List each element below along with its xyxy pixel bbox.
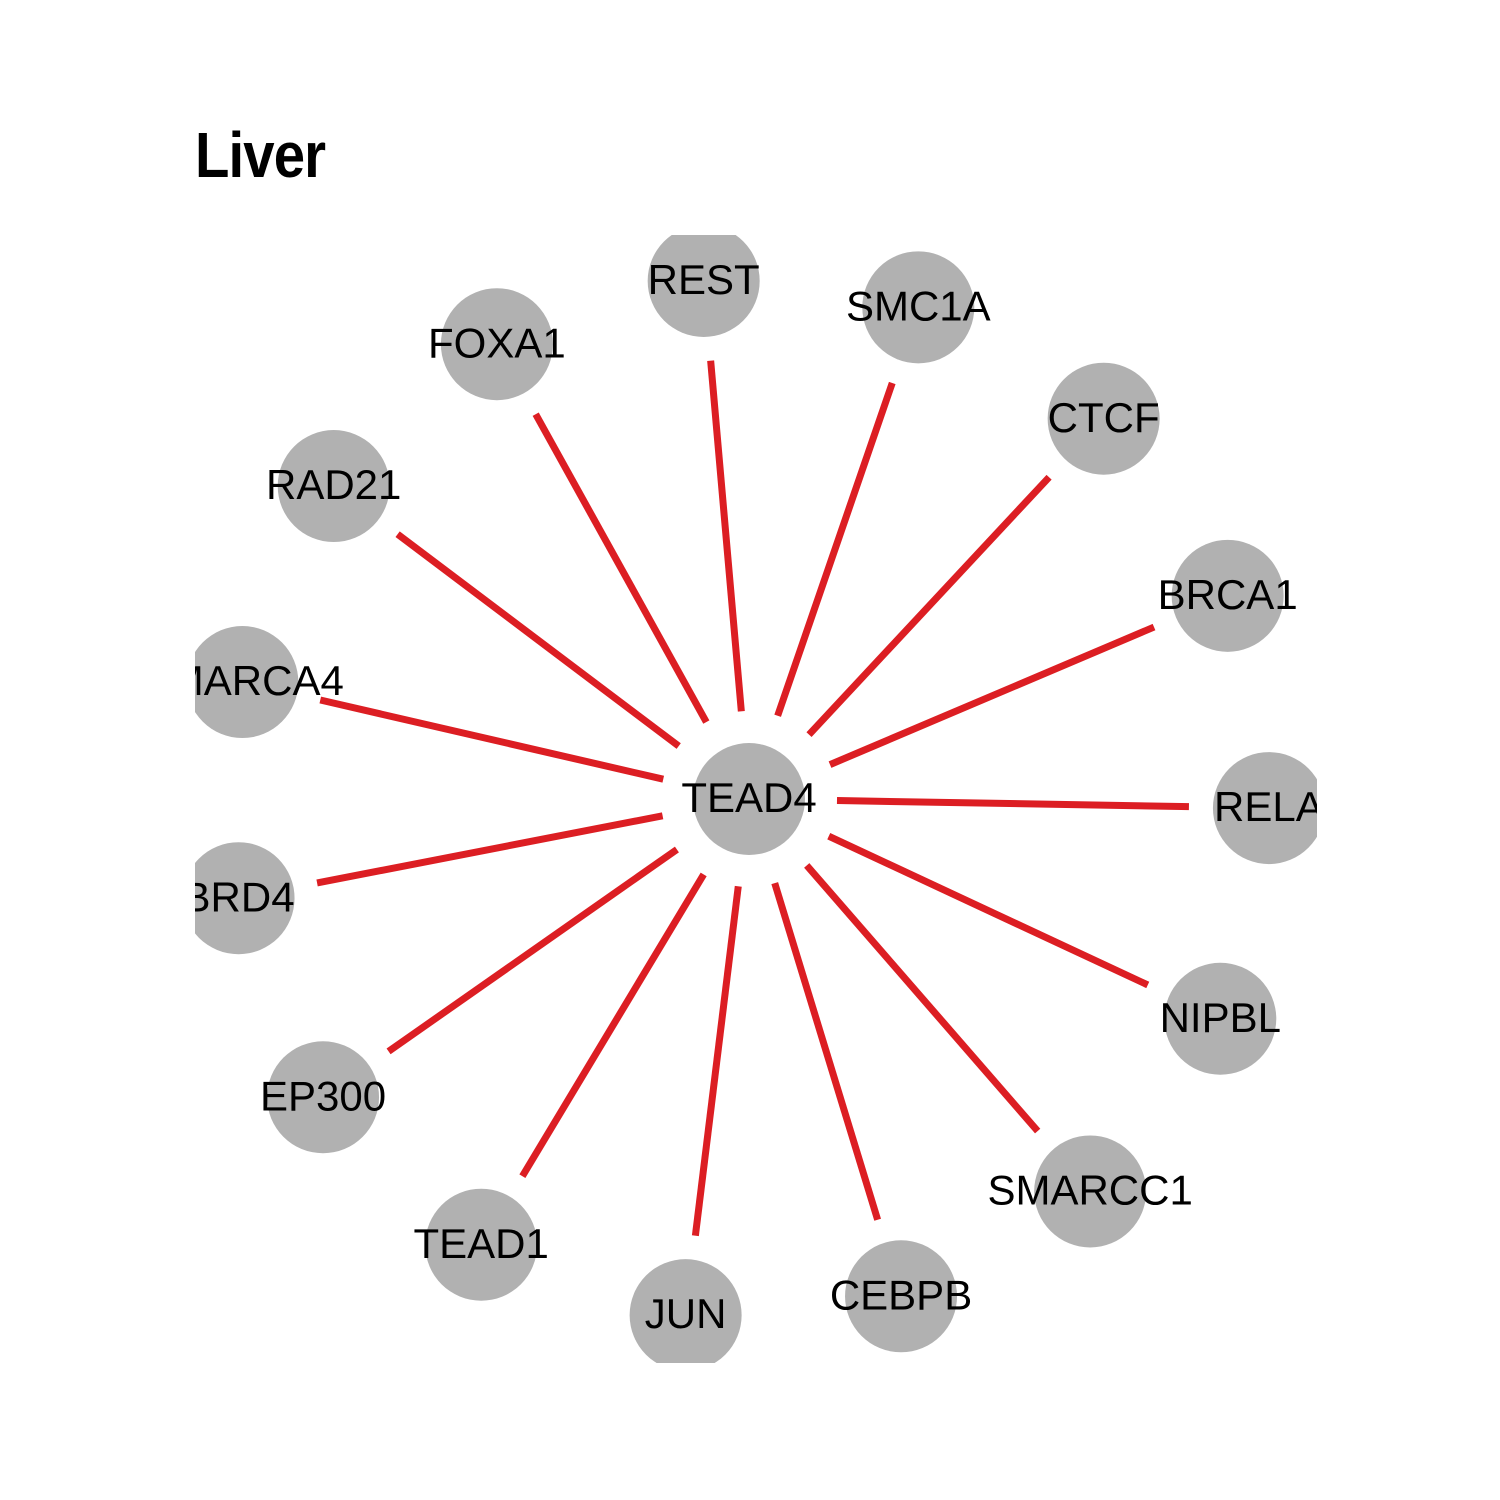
edge-tead4-ctcf <box>806 474 1052 738</box>
node-nipbl: NIPBL <box>1160 962 1281 1075</box>
node-circle <box>1047 362 1160 475</box>
edge-tead4-smarca4 <box>319 696 665 783</box>
node-smc1a: SMC1A <box>846 251 991 364</box>
edge-tead4-nipbl <box>827 833 1150 989</box>
node-label: SMARCC1 <box>987 1167 1192 1214</box>
plot-title: Liver <box>195 119 326 191</box>
node-tead1: TEAD1 <box>413 1188 549 1301</box>
node-circle <box>1212 752 1317 865</box>
node-label: TEAD1 <box>413 1220 548 1267</box>
node-circle <box>195 842 295 955</box>
node-circle <box>845 1240 958 1353</box>
node-label: TEAD4 <box>681 774 816 821</box>
edge-tead4-brca1 <box>828 623 1156 768</box>
node-brd4: BRD4 <box>183 842 295 955</box>
node-label: RELA <box>1214 783 1324 830</box>
node-label: CEBPB <box>830 1271 972 1318</box>
node-circle <box>267 1041 380 1154</box>
node-circle <box>647 235 760 337</box>
node-ctcf: CTCF <box>1047 362 1160 475</box>
node-brca1: BRCA1 <box>1158 539 1298 652</box>
node-smarcc1: SMARCC1 <box>987 1135 1193 1248</box>
edge-tead4-cebpb <box>771 882 881 1221</box>
edge-tead4-rest <box>707 360 745 712</box>
node-label: JUN <box>645 1290 727 1337</box>
node-label: EP300 <box>260 1072 386 1119</box>
node-circle <box>425 1188 538 1301</box>
node-jun: JUN <box>629 1259 742 1363</box>
edge-tead4-tead1 <box>519 872 707 1178</box>
node-label: CTCF <box>1048 394 1160 441</box>
edge-tead4-rad21 <box>395 531 681 749</box>
edge-tead4-ep300 <box>386 846 679 1055</box>
node-circle <box>1034 1135 1147 1248</box>
node-tead4: TEAD4 <box>681 743 817 855</box>
edge-tead4-jun <box>691 885 742 1237</box>
node-foxa1: FOXA1 <box>428 288 566 401</box>
node-circle <box>1164 962 1277 1075</box>
node-circle <box>195 626 299 739</box>
edge-tead4-smc1a <box>774 381 896 717</box>
node-rad21: RAD21 <box>266 430 401 543</box>
node-label: REST <box>648 256 760 303</box>
edges <box>316 360 1189 1237</box>
node-label: NIPBL <box>1160 994 1281 1041</box>
node-label: SMARCA4 <box>141 657 344 704</box>
node-label: BRD4 <box>183 873 295 920</box>
node-circle <box>440 288 553 401</box>
node-label: BRCA1 <box>1158 571 1298 618</box>
node-rela: RELA <box>1212 752 1324 865</box>
node-ep300: EP300 <box>260 1041 386 1154</box>
node-circle <box>277 430 390 543</box>
node-rest: REST <box>647 235 760 337</box>
nodes: TEAD4 REST SMC1A CTCF BRCA1 RELA NIPBL SMARCC1 C… <box>141 235 1324 1363</box>
node-smarca4: SMARCA4 <box>141 626 344 739</box>
node-cebpb: CEBPB <box>830 1240 972 1353</box>
node-label: RAD21 <box>266 461 401 508</box>
edge-tead4-brd4 <box>316 812 664 887</box>
node-label: FOXA1 <box>428 319 566 366</box>
node-circle <box>862 251 975 364</box>
node-circle <box>1171 539 1284 652</box>
node-label: SMC1A <box>846 282 991 329</box>
node-circle <box>693 743 805 855</box>
node-circle <box>629 1259 742 1363</box>
edge-tead4-foxa1 <box>532 412 710 724</box>
edge-tead4-smarcc1 <box>804 863 1041 1134</box>
edge-tead4-rela <box>836 797 1189 811</box>
